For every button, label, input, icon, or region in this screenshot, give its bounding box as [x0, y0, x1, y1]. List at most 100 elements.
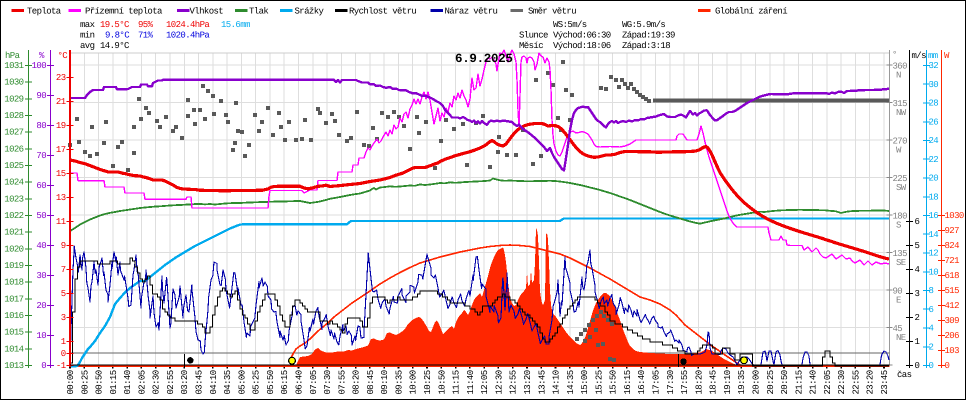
svg-text:15:50: 15:50 — [609, 370, 619, 394]
svg-text:21: 21 — [56, 97, 66, 107]
svg-text:1013: 1013 — [4, 361, 23, 371]
svg-text:Přízemní teplota: Přízemní teplota — [85, 7, 163, 17]
svg-text:6.9.2025: 6.9.2025 — [455, 52, 513, 66]
svg-text:WG:5.9m/s: WG:5.9m/s — [622, 20, 665, 30]
svg-text:315: 315 — [893, 99, 908, 109]
svg-text:17:05: 17:05 — [652, 370, 662, 394]
svg-text:1031: 1031 — [4, 61, 23, 71]
svg-text:22:30: 22:30 — [837, 370, 847, 394]
svg-text:0: 0 — [41, 361, 46, 371]
svg-text:13:45: 13:45 — [537, 370, 547, 394]
svg-text:-1: -1 — [56, 361, 66, 371]
svg-text:26: 26 — [929, 117, 939, 127]
svg-text:50: 50 — [36, 211, 46, 221]
svg-text:1020.4hPa: 1020.4hPa — [166, 31, 210, 41]
svg-text:02:55: 02:55 — [166, 370, 176, 394]
svg-text:12: 12 — [929, 249, 939, 259]
svg-text:15.6mm: 15.6mm — [221, 20, 250, 30]
svg-text:Měsíc: Měsíc — [519, 41, 543, 51]
svg-text:28: 28 — [929, 99, 939, 109]
svg-text:1021: 1021 — [4, 228, 23, 238]
svg-text:00:00: 00:00 — [66, 370, 76, 394]
svg-text:4: 4 — [915, 265, 920, 275]
svg-text:20: 20 — [929, 174, 939, 184]
svg-text:7: 7 — [61, 265, 66, 275]
svg-text:20:25: 20:25 — [766, 370, 776, 394]
svg-text:Slunce: Slunce — [519, 31, 548, 41]
svg-text:Směr větru: Směr větru — [528, 7, 576, 17]
svg-text:19: 19 — [56, 121, 66, 131]
svg-text:90: 90 — [893, 287, 903, 297]
svg-text:Globální záření: Globální záření — [715, 7, 787, 17]
svg-text:1029: 1029 — [4, 94, 23, 104]
svg-text:°: ° — [892, 50, 897, 60]
svg-text:16:15: 16:15 — [623, 370, 633, 394]
svg-text:05:00: 05:00 — [237, 370, 247, 394]
svg-text:23:45: 23:45 — [880, 370, 890, 394]
svg-text:15:00: 15:00 — [580, 370, 590, 394]
svg-text:Náraz větru: Náraz větru — [445, 7, 498, 17]
svg-text:22: 22 — [929, 155, 939, 165]
svg-text:1024: 1024 — [4, 178, 23, 188]
svg-text:23:20: 23:20 — [866, 370, 876, 394]
svg-text:15:25: 15:25 — [594, 370, 604, 394]
svg-text:08:45: 08:45 — [366, 370, 376, 394]
svg-text:21:40: 21:40 — [809, 370, 819, 394]
svg-text:06:15: 06:15 — [280, 370, 290, 394]
svg-text:9: 9 — [61, 241, 66, 251]
svg-text:14:35: 14:35 — [566, 370, 576, 394]
svg-text:05:25: 05:25 — [252, 370, 262, 394]
svg-text:20:50: 20:50 — [780, 370, 790, 394]
svg-text:0: 0 — [929, 361, 934, 371]
svg-text:Tlak: Tlak — [249, 7, 268, 17]
svg-text:1017: 1017 — [4, 294, 23, 304]
svg-text:1014: 1014 — [4, 344, 23, 354]
svg-text:5: 5 — [61, 289, 66, 299]
svg-text:30: 30 — [929, 80, 939, 90]
svg-text:71%: 71% — [138, 31, 154, 41]
svg-text:100: 100 — [32, 61, 47, 71]
svg-text:17: 17 — [56, 145, 66, 155]
svg-text:0: 0 — [945, 361, 950, 371]
svg-text:1022: 1022 — [4, 211, 23, 221]
svg-text:70: 70 — [36, 151, 46, 161]
svg-text:60: 60 — [36, 181, 46, 191]
svg-text:03:45: 03:45 — [195, 370, 205, 394]
svg-text:08:20: 08:20 — [352, 370, 362, 394]
svg-text:16:40: 16:40 — [637, 370, 647, 394]
svg-text:5: 5 — [915, 241, 920, 251]
svg-text:6: 6 — [915, 217, 920, 227]
svg-text:06:40: 06:40 — [295, 370, 305, 394]
svg-text:SW: SW — [896, 183, 907, 193]
svg-text:09:35: 09:35 — [395, 370, 405, 394]
svg-text:1026: 1026 — [4, 144, 23, 154]
svg-text:618: 618 — [945, 271, 960, 281]
svg-text:135: 135 — [893, 249, 908, 259]
svg-text:21:15: 21:15 — [794, 370, 804, 394]
svg-text:W: W — [944, 51, 950, 61]
svg-text:721: 721 — [945, 256, 960, 266]
svg-text:1020: 1020 — [4, 244, 23, 254]
svg-text:18:20: 18:20 — [694, 370, 704, 394]
svg-text:00:25: 00:25 — [80, 370, 90, 394]
svg-text:17:30: 17:30 — [666, 370, 676, 394]
svg-text:10: 10 — [36, 331, 46, 341]
svg-text:18: 18 — [929, 192, 939, 202]
svg-text:927: 927 — [945, 226, 960, 236]
svg-text:9.8°C: 9.8°C — [105, 31, 130, 41]
svg-text:čas: čas — [897, 370, 912, 380]
svg-text:05:50: 05:50 — [266, 370, 276, 394]
svg-text:hPa: hPa — [5, 51, 21, 61]
svg-text:1: 1 — [915, 337, 920, 347]
svg-text:17:55: 17:55 — [680, 370, 690, 394]
svg-text:90: 90 — [36, 91, 46, 101]
svg-text:04:35: 04:35 — [223, 370, 233, 394]
svg-text:10:25: 10:25 — [423, 370, 433, 394]
svg-text:1015: 1015 — [4, 328, 23, 338]
svg-text:Východ:18:06: Východ:18:06 — [553, 41, 611, 51]
svg-text:24: 24 — [929, 136, 939, 146]
svg-text:0: 0 — [61, 349, 66, 359]
svg-text:WS:5m/s: WS:5m/s — [553, 20, 587, 30]
svg-text:1030: 1030 — [4, 78, 23, 88]
svg-text:19:35: 19:35 — [737, 370, 747, 394]
